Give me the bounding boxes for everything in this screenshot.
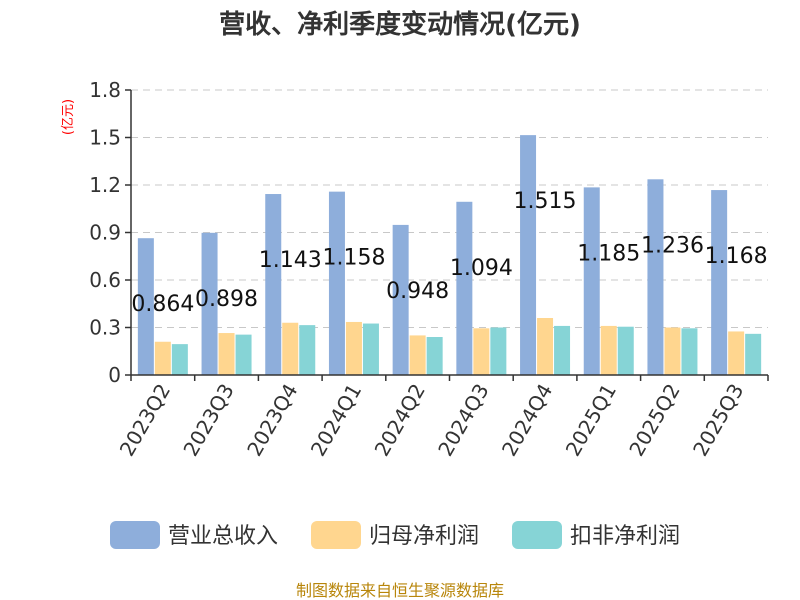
x-tick-label: 2024Q3 bbox=[433, 380, 493, 461]
source-note: 制图数据来自恒生聚源数据库 bbox=[296, 581, 504, 600]
bar-2023Q4-s1 bbox=[282, 322, 299, 375]
bar-2025Q3-s2 bbox=[745, 333, 762, 375]
x-tick-label: 2023Q3 bbox=[178, 380, 238, 461]
bar-2024Q3-s2 bbox=[490, 327, 507, 375]
bar-2024Q3-s0 bbox=[456, 201, 473, 375]
bar-2025Q1-s0 bbox=[583, 187, 600, 375]
data-label: 1.094 bbox=[450, 256, 513, 281]
legend-swatch bbox=[311, 521, 361, 549]
bar-2023Q3-s1 bbox=[218, 333, 235, 375]
y-axis-unit: (亿元) bbox=[61, 99, 76, 135]
y-tick-label: 1.5 bbox=[89, 126, 121, 150]
x-tick-label: 2025Q1 bbox=[561, 380, 621, 461]
x-tick-label: 2024Q1 bbox=[306, 380, 366, 461]
data-label: 1.158 bbox=[322, 246, 385, 271]
bar-2024Q1-s0 bbox=[328, 191, 345, 375]
bar-2024Q1-s2 bbox=[362, 323, 379, 375]
legend: 营业总收入 归母净利润 扣非净利润 bbox=[110, 521, 680, 549]
data-label: 1.168 bbox=[705, 244, 768, 269]
bar-2023Q2-s2 bbox=[171, 344, 188, 375]
bar-2023Q3-s0 bbox=[201, 232, 218, 375]
bar-2024Q3-s1 bbox=[473, 328, 490, 375]
bar-2025Q2-s0 bbox=[647, 179, 664, 375]
data-label: 1.515 bbox=[514, 189, 577, 214]
data-label: 0.948 bbox=[386, 279, 449, 304]
bar-2025Q3-s0 bbox=[711, 190, 728, 375]
y-tick-label: 1.8 bbox=[89, 78, 121, 102]
bars bbox=[137, 135, 762, 375]
legend-label: 扣非净利润 bbox=[570, 524, 680, 549]
x-tick-label: 2025Q3 bbox=[688, 380, 748, 461]
bar-2025Q1-s2 bbox=[617, 326, 634, 375]
bar-2024Q4-s2 bbox=[554, 325, 571, 375]
bar-2024Q2-s1 bbox=[409, 335, 426, 375]
data-label: 0.864 bbox=[131, 292, 194, 317]
legend-label: 营业总收入 bbox=[168, 524, 278, 549]
bar-2025Q2-s2 bbox=[681, 328, 698, 375]
x-tick-label: 2023Q4 bbox=[242, 380, 302, 461]
data-label: 1.236 bbox=[641, 233, 704, 258]
bar-2025Q3-s1 bbox=[728, 331, 745, 375]
x-tick-label: 2024Q2 bbox=[370, 380, 430, 461]
data-label: 1.143 bbox=[259, 248, 322, 273]
bar-2023Q4-s2 bbox=[299, 325, 316, 375]
y-tick-label: 0 bbox=[108, 363, 121, 387]
bar-2025Q1-s1 bbox=[600, 325, 617, 375]
legend-label: 归母净利润 bbox=[369, 524, 479, 549]
x-tick-label: 2025Q2 bbox=[624, 380, 684, 461]
bar-2025Q2-s1 bbox=[664, 327, 681, 375]
bar-2024Q2-s0 bbox=[392, 224, 409, 375]
chart-title: 营收、净利季度变动情况(亿元) bbox=[219, 9, 581, 40]
bar-2024Q4-s0 bbox=[520, 135, 537, 375]
y-tick-label: 0.6 bbox=[89, 268, 121, 292]
bar-2024Q4-s1 bbox=[537, 318, 554, 375]
x-tick-label: 2024Q4 bbox=[497, 380, 557, 461]
data-label: 0.898 bbox=[195, 287, 258, 312]
y-tick-label: 0.3 bbox=[89, 316, 121, 340]
bar-2023Q2-s1 bbox=[154, 341, 171, 375]
x-tick-label: 2023Q2 bbox=[115, 380, 175, 461]
data-label: 1.185 bbox=[577, 241, 640, 266]
bar-2024Q1-s1 bbox=[345, 321, 362, 375]
bar-2023Q2-s0 bbox=[137, 238, 154, 375]
y-tick-label: 0.9 bbox=[89, 221, 121, 245]
bar-2023Q4-s0 bbox=[265, 194, 282, 375]
bar-2024Q2-s2 bbox=[426, 337, 443, 375]
bar-2023Q3-s2 bbox=[235, 334, 252, 375]
y-tick-label: 1.2 bbox=[89, 173, 121, 197]
legend-swatch bbox=[110, 521, 160, 549]
legend-swatch bbox=[512, 521, 562, 549]
